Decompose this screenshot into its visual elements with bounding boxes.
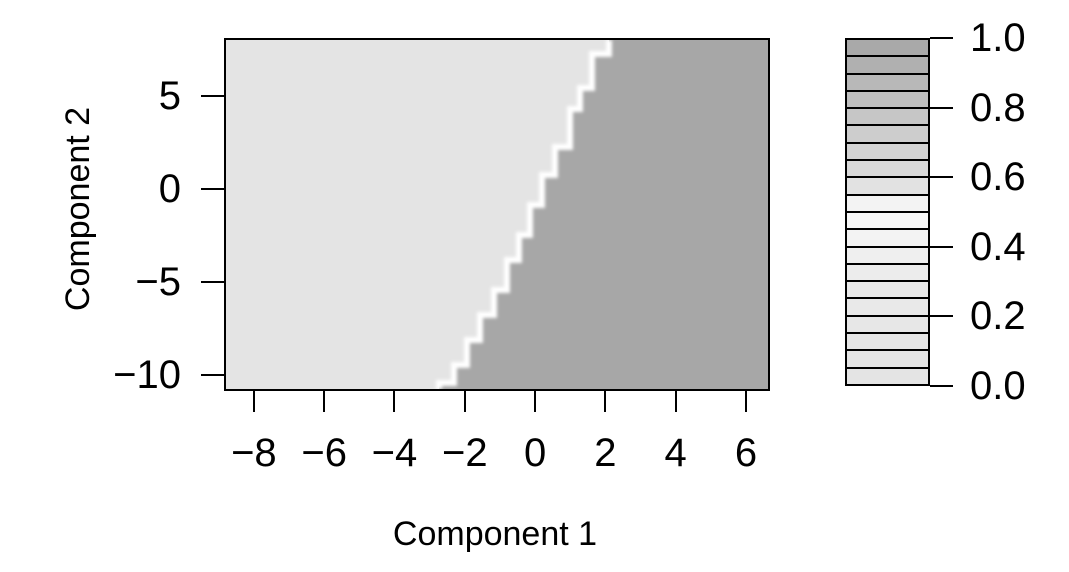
x-tick-label: 4 [664, 431, 687, 475]
colorbar-segment [847, 74, 928, 92]
colorbar-tick-label: 0.2 [970, 294, 1026, 339]
x-tick-label: −8 [231, 431, 277, 475]
colorbar-segment [847, 334, 928, 352]
colorbar-segment [847, 368, 928, 384]
y-tick-mark [201, 187, 224, 190]
colorbar-tick-mark [930, 315, 953, 318]
contour-surface [226, 40, 768, 389]
colorbar-tick-mark [930, 176, 953, 179]
colorbar-segment [847, 57, 928, 75]
colorbar-tick-label: 0.4 [970, 224, 1026, 269]
x-tick-label: −4 [371, 431, 418, 475]
colorbar-tick-mark [930, 245, 953, 248]
colorbar-tick-label: 0.8 [970, 85, 1026, 130]
x-tick-label: 0 [523, 431, 547, 475]
colorbar-segment [847, 109, 928, 127]
y-tick-mark [201, 373, 224, 376]
colorbar-tick-mark [930, 37, 953, 39]
plot-area [224, 38, 770, 391]
colorbar-segment [847, 40, 928, 58]
y-tick-mark [201, 94, 224, 97]
y-tick-label: −5 [135, 259, 181, 304]
y-tick-label: −10 [113, 352, 181, 397]
x-tick-mark [323, 389, 326, 412]
y-tick-mark [201, 280, 224, 283]
colorbar-segment [847, 195, 928, 213]
y-tick-label: 0 [158, 166, 181, 211]
colorbar-segment [847, 230, 928, 248]
colorbar-tick-label: 0.6 [970, 155, 1026, 200]
x-tick-mark [744, 389, 747, 412]
colorbar-segment [847, 299, 928, 317]
region-high [439, 40, 768, 389]
colorbar-segment [847, 126, 928, 144]
colorbar-segment [847, 161, 928, 179]
colorbar-segment [847, 91, 928, 110]
x-tick-label: −2 [441, 431, 488, 475]
colorbar-segment [847, 282, 928, 300]
decision-boundary-line [436, 40, 612, 389]
colorbar [845, 38, 930, 386]
colorbar-tick-mark [930, 385, 953, 387]
y-tick-label: 5 [158, 73, 181, 118]
x-tick-label: 2 [594, 431, 617, 475]
colorbar-segment [847, 247, 928, 265]
x-tick-mark [674, 389, 677, 412]
colorbar-segment [847, 178, 928, 196]
x-tick-mark [604, 389, 607, 412]
colorbar-segment [847, 264, 928, 283]
colorbar-tick-mark [930, 106, 953, 109]
colorbar-tick-label: 1.0 [970, 16, 1026, 60]
x-tick-label: 6 [734, 431, 758, 475]
x-tick-label: −6 [301, 431, 347, 475]
x-axis-title: Component 1 [392, 515, 598, 553]
colorbar-tick-label: 0.0 [970, 364, 1026, 408]
colorbar-segment [847, 212, 928, 231]
colorbar-segment [847, 351, 928, 369]
colorbar-segment [847, 316, 928, 335]
x-tick-mark [252, 389, 255, 412]
x-tick-mark [463, 389, 466, 412]
x-tick-mark [393, 389, 396, 412]
colorbar-segment [847, 143, 928, 162]
x-tick-mark [534, 389, 537, 412]
